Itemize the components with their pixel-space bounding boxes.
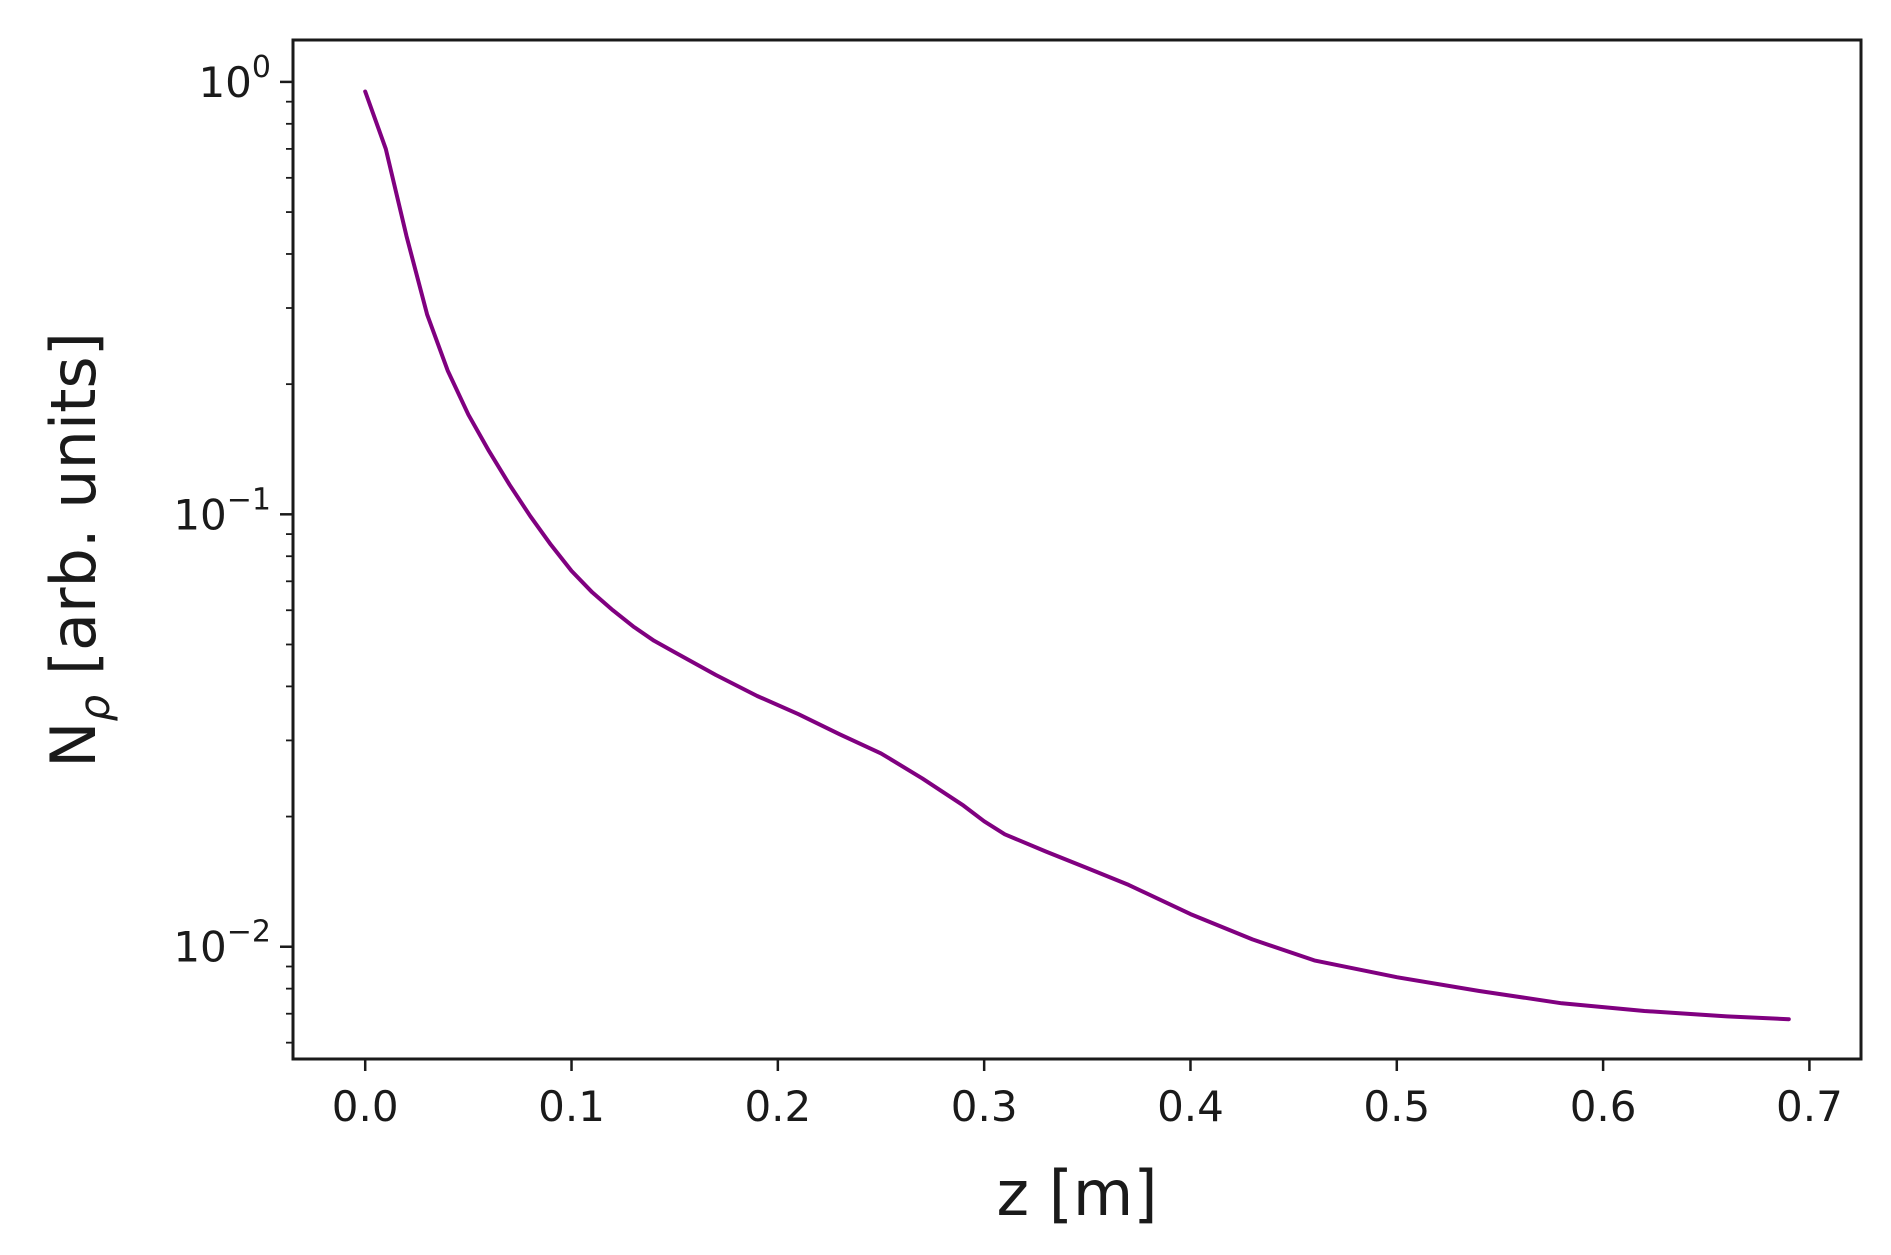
y-tick-exponent: −1 <box>227 482 271 517</box>
y-tick-label: 10−2 <box>173 915 271 972</box>
y-tick-base: 10 <box>173 923 226 972</box>
y-axis-label: Nρ [arb. units] <box>37 332 119 768</box>
y-tick-label: 100 <box>198 50 271 107</box>
y-axis-label-main: N <box>37 722 110 768</box>
x-tick-label: 0.1 <box>538 1082 605 1131</box>
x-tick-label: 0.3 <box>951 1082 1018 1131</box>
x-tick-label: 0.5 <box>1363 1082 1430 1131</box>
x-tick-label: 0.7 <box>1776 1082 1843 1131</box>
x-tick-label: 0.4 <box>1157 1082 1224 1131</box>
x-tick-label: 0.2 <box>744 1082 811 1131</box>
x-axis-label: z [m] <box>996 1157 1157 1230</box>
plot-frame <box>291 38 1863 1061</box>
y-tick-exponent: −2 <box>227 915 271 950</box>
y-axis-label-subscript: ρ <box>70 695 119 722</box>
y-tick-base: 10 <box>198 58 251 107</box>
y-tick-base: 10 <box>173 490 226 539</box>
y-tick-label: 10−1 <box>173 482 271 539</box>
series-line <box>363 89 1791 1022</box>
y-axis-label-units: [arb. units] <box>37 332 110 695</box>
x-tick-label: 0.6 <box>1570 1082 1637 1131</box>
series-layer <box>363 89 1791 1022</box>
y-tick-exponent: 0 <box>252 50 271 85</box>
x-tick-label: 0.0 <box>332 1082 399 1131</box>
